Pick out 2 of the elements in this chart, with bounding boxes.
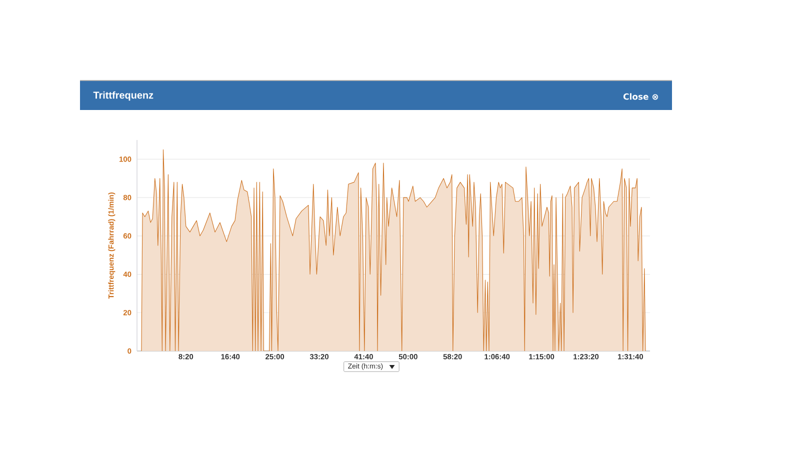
chart-title: Trittfrequenz bbox=[93, 91, 154, 101]
text: Close ⊗ bbox=[623, 93, 658, 100]
